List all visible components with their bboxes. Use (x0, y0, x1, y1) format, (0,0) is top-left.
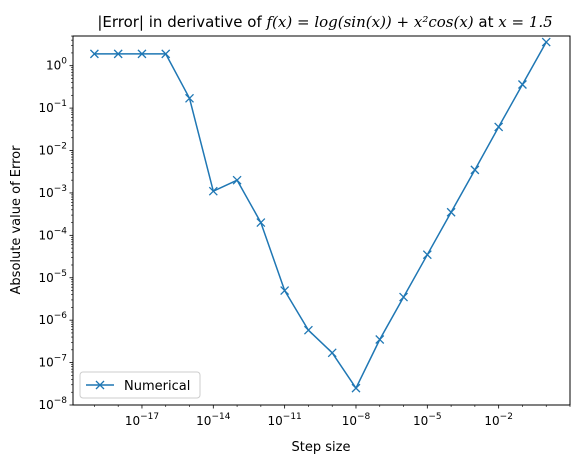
data-point-marker (185, 93, 194, 103)
data-point-marker (137, 49, 147, 59)
y-tick-label: 10−5 (38, 269, 67, 285)
y-tick-label: 10−1 (38, 99, 67, 115)
data-point-marker (494, 122, 504, 132)
x-tick-label: 10−14 (196, 412, 231, 428)
x-axis-label: Step size (292, 440, 351, 455)
data-point-marker (517, 80, 527, 89)
data-point-marker (541, 37, 551, 47)
data-point-marker (208, 186, 218, 196)
data-point-marker (399, 292, 409, 302)
series-line (94, 41, 547, 389)
series-layer (89, 37, 551, 393)
data-point-marker (113, 49, 123, 59)
x-tick-label: 10−2 (484, 412, 513, 428)
y-tick-label: 100 (46, 57, 67, 73)
data-point-marker (89, 49, 99, 59)
data-point-marker (280, 286, 290, 295)
data-point-marker (375, 335, 385, 344)
data-point-marker (351, 383, 361, 393)
y-tick-label: 10−7 (38, 354, 67, 370)
tick-layer: 10−17 10−14 10−11 10−8 10−5 10−2 10−8 10−7 10−6 1… (38, 35, 571, 428)
legend-marker-x-icon (95, 380, 105, 390)
plot-area-frame (72, 35, 571, 406)
x-tick-label: 10−5 (413, 412, 442, 428)
y-tick-label: 10−8 (38, 396, 67, 412)
data-point-marker (327, 348, 337, 358)
y-tick-label: 10−3 (38, 184, 67, 200)
y-tick-label: 10−2 (38, 142, 67, 158)
data-point-marker (303, 325, 313, 335)
legend-series-label: Numerical (124, 379, 190, 394)
y-tick-label: 10−4 (38, 226, 67, 242)
data-point-marker (470, 165, 480, 175)
data-point-marker (422, 250, 432, 260)
data-point-marker (256, 218, 266, 228)
y-tick-label: 10−6 (38, 311, 67, 327)
data-point-marker (232, 175, 242, 185)
data-point-marker (161, 49, 171, 59)
x-tick-label: 10−17 (125, 412, 159, 428)
x-tick-label: 10−8 (342, 412, 371, 428)
legend: Numerical (79, 371, 201, 399)
chart-title: |Error| in derivative of f(x) = log(sin(… (97, 13, 552, 31)
x-tick-label: 10−11 (268, 412, 302, 428)
legend-box (79, 371, 201, 399)
y-axis-label: Absolute value of Error (9, 145, 24, 295)
data-point-marker (446, 207, 456, 217)
